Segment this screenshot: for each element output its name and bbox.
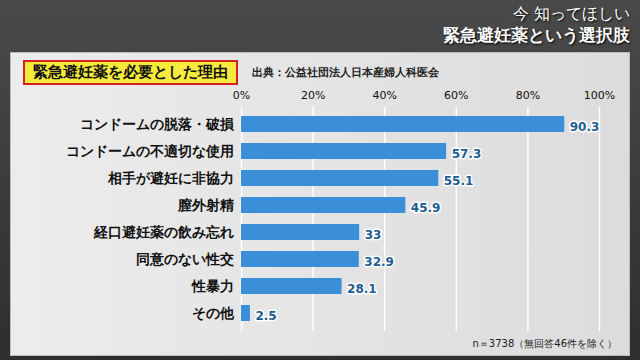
- svg-text:32.9: 32.9: [364, 255, 394, 269]
- html-text:緊急避妊薬という選択肢: 緊急避妊薬という選択肢: [443, 25, 630, 45]
- svg-text:90.3: 90.3: [570, 120, 600, 134]
- html-text:出典：公益社団法人日本産婦人科医会: 出典：公益社団法人日本産婦人科医会: [252, 65, 439, 79]
- svg-text:2.5: 2.5: [255, 309, 276, 323]
- svg-text:コンドームの不適切な使用: コンドームの不適切な使用: [66, 143, 234, 159]
- svg-text:その他: その他: [192, 305, 235, 321]
- svg-text:膣外射精: 膣外射精: [177, 197, 234, 213]
- svg-text:60%: 60%: [444, 89, 468, 102]
- svg-text:100%: 100%: [584, 89, 615, 102]
- svg-text:33: 33: [365, 228, 382, 242]
- html-text:緊急避妊薬を必要とした理由: 緊急避妊薬を必要とした理由: [33, 62, 228, 81]
- svg-text:80%: 80%: [516, 89, 540, 102]
- svg-text:経口避妊薬の飲み忘れ: 経口避妊薬の飲み忘れ: [93, 224, 234, 240]
- svg-text:同意のない性交: 同意のない性交: [136, 251, 234, 267]
- svg-text:性暴力: 性暴力: [191, 278, 234, 294]
- svg-text:28.1: 28.1: [347, 282, 377, 296]
- svg-text:20%: 20%: [301, 89, 325, 102]
- svg-text:相手が避妊に非協力: 相手が避妊に非協力: [107, 170, 234, 186]
- html-text:今 知ってほしい: 今 知ってほしい: [512, 4, 630, 23]
- svg-text:55.1: 55.1: [444, 174, 474, 188]
- html-text:n＝3738（無回答46件を除く）: n＝3738（無回答46件を除く）: [472, 338, 617, 349]
- svg-text:57.3: 57.3: [452, 147, 482, 161]
- svg-text:40%: 40%: [372, 89, 396, 102]
- svg-text:45.9: 45.9: [411, 201, 441, 215]
- svg-text:コンドームの脱落・破損: コンドームの脱落・破損: [80, 116, 234, 132]
- svg-text:0%: 0%: [233, 89, 250, 102]
